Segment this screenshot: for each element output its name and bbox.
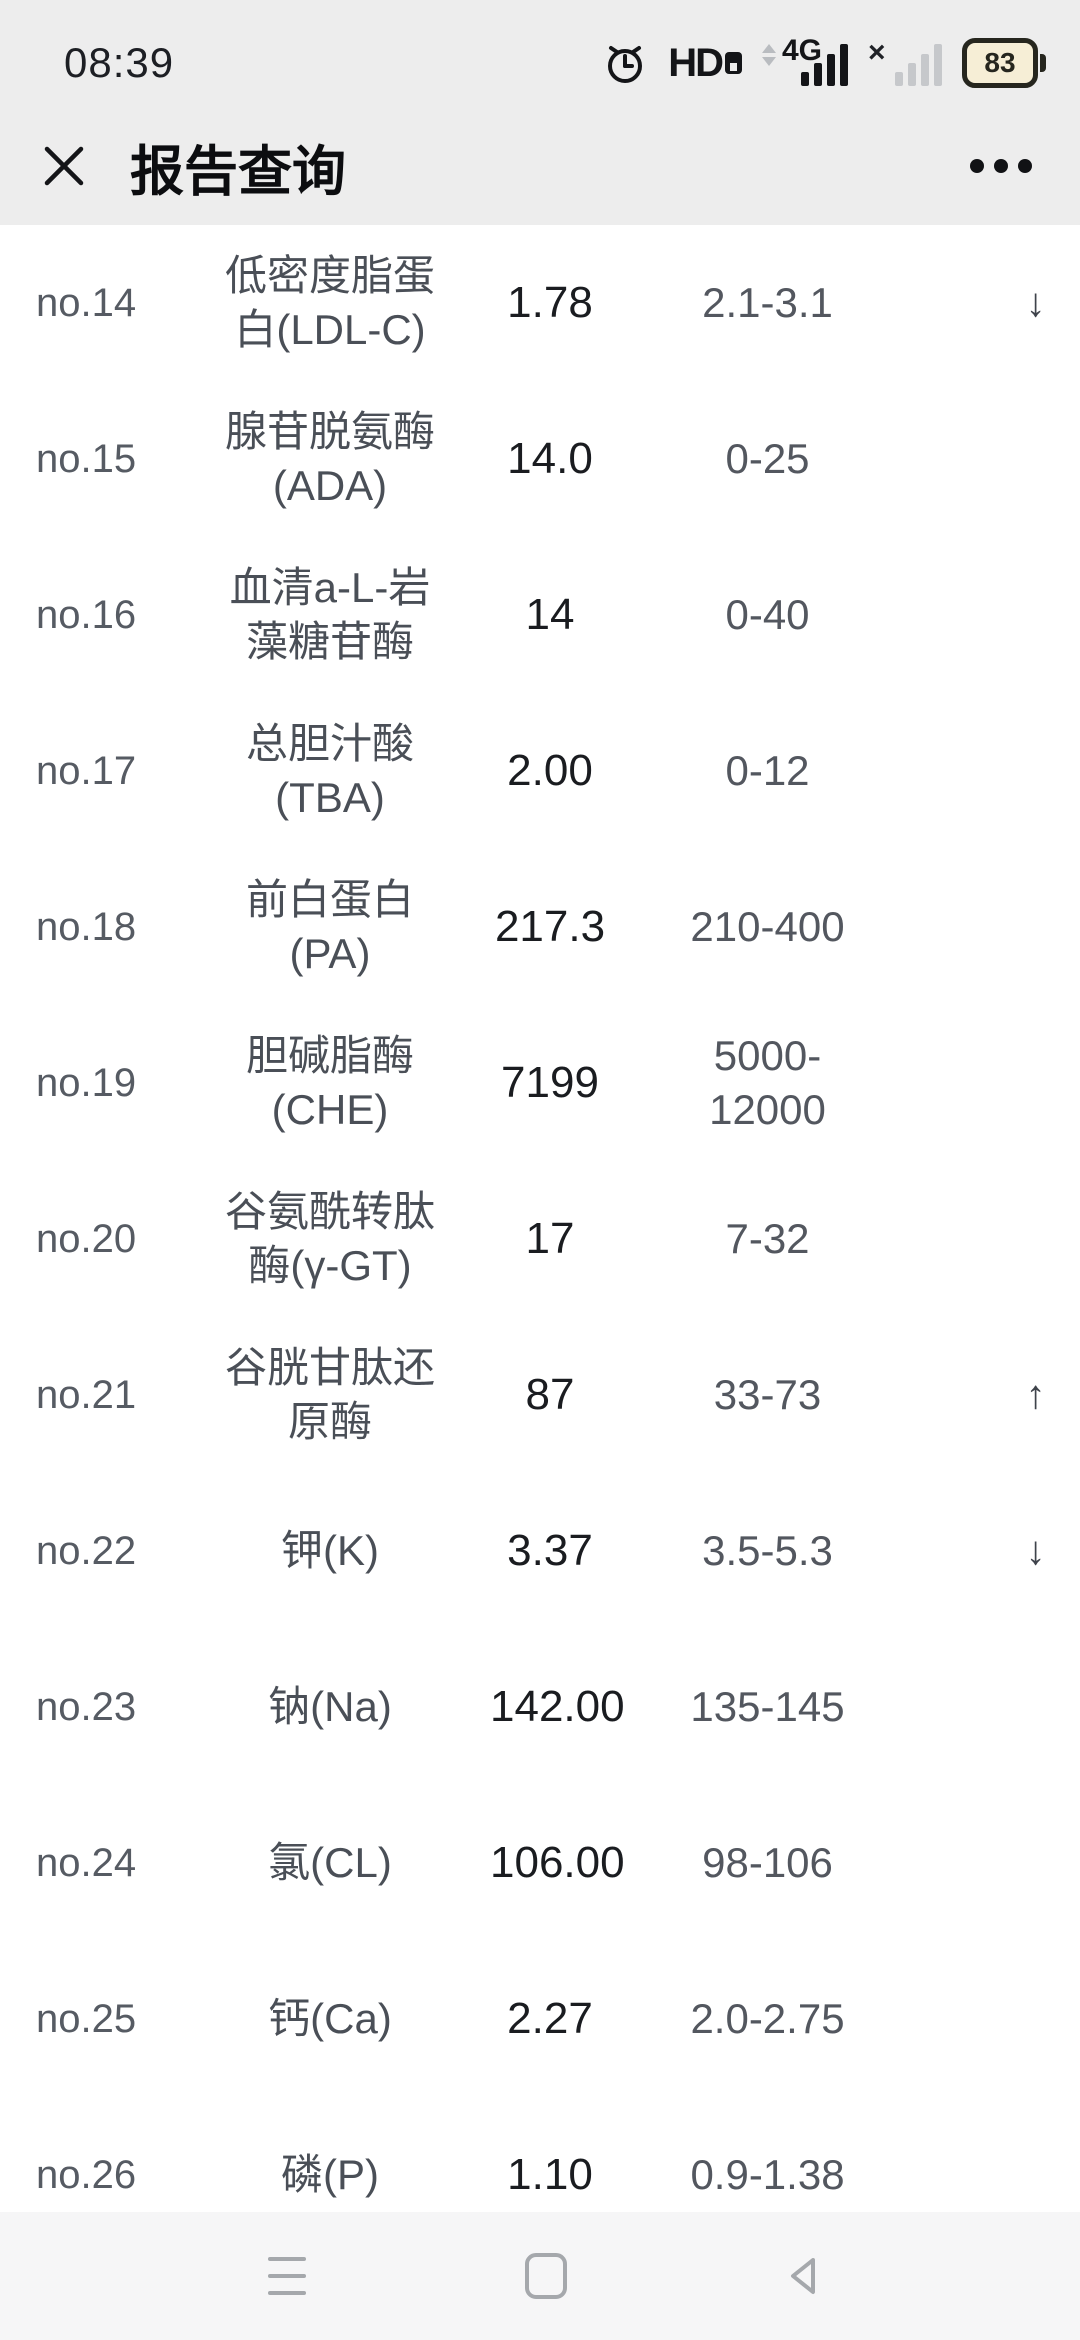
table-row: no.17 总胆汁酸(TBA) 2.00 0-12 (0, 693, 1080, 849)
test-value: 217.3 (494, 902, 606, 951)
table-row: no.22 钾(K) 3.37 3.5-5.3 ↓ (0, 1473, 1080, 1629)
page-title: 报告查询 (130, 141, 346, 202)
test-value: 3.37 (507, 1526, 593, 1575)
table-row: no.21 谷胱甘肽还原酶 87 33-73 ↑ (0, 1317, 1080, 1473)
reference-range: 0-40 (725, 591, 810, 638)
back-icon (791, 2258, 815, 2294)
test-value: 87 (525, 1370, 575, 1419)
test-value: 14 (525, 590, 575, 639)
test-value: 17 (525, 1214, 575, 1263)
test-name: 总胆汁酸(TBA) (245, 720, 414, 821)
nav-back-button[interactable] (762, 2212, 848, 2340)
test-value: 1.10 (507, 2150, 593, 2199)
row-number: no.18 (36, 904, 137, 949)
battery-icon: 83 (962, 38, 1046, 88)
signal-no-sim-icon: × (868, 38, 942, 88)
reference-range: 33-73 (713, 1371, 822, 1418)
table-row: no.18 前白蛋白(PA) 217.3 210-400 (0, 849, 1080, 1005)
table-row: no.23 钠(Na) 142.00 135-145 (0, 1629, 1080, 1785)
test-name: 前白蛋白(PA) (245, 876, 414, 977)
abnormal-flag: ↓ (1025, 280, 1046, 325)
test-name: 钠(Na) (268, 1683, 392, 1730)
header: 报告查询 (0, 112, 1080, 220)
reference-range: 3.5-5.3 (702, 1527, 833, 1574)
test-name: 腺苷脱氨酶(ADA) (224, 408, 435, 509)
reference-range: 135-145 (690, 1683, 845, 1730)
reference-range: 0.9-1.38 (690, 2151, 845, 2198)
test-name: 钾(K) (281, 1527, 379, 1574)
row-number: no.14 (36, 280, 137, 325)
signal-bars-disabled (895, 44, 942, 86)
test-value: 142.00 (490, 1682, 625, 1731)
abnormal-flag: ↑ (1025, 1372, 1046, 1417)
test-name: 血清a-L-岩藻糖苷酶 (229, 564, 431, 665)
reference-range: 2.1-3.1 (702, 279, 833, 326)
more-menu-button[interactable] (966, 149, 1036, 183)
test-value: 2.00 (507, 746, 593, 795)
row-number: no.24 (36, 1840, 137, 1885)
reference-range: 210-400 (690, 903, 845, 950)
table-row: no.14 低密度脂蛋白(LDL-C) 1.78 2.1-3.1 ↓ (0, 225, 1080, 381)
network-type-label: 4G (782, 34, 823, 67)
reference-range: 0-25 (725, 435, 810, 482)
data-activity-arrows (762, 44, 776, 66)
signal-bars (801, 44, 848, 86)
table-row: no.20 谷氨酰转肽酶(γ-GT) 17 7-32 (0, 1161, 1080, 1317)
test-name: 胆碱脂酶(CHE) (245, 1032, 414, 1133)
test-value: 1.78 (507, 278, 593, 327)
table-row: no.25 钙(Ca) 2.27 2.0-2.75 (0, 1941, 1080, 2097)
row-number: no.16 (36, 592, 137, 637)
reference-range: 0-12 (725, 747, 810, 794)
row-number: no.17 (36, 748, 137, 793)
table-row: no.26 磷(P) 1.10 0.9-1.38 (0, 2097, 1080, 2253)
row-number: no.15 (36, 436, 137, 481)
test-value: 2.27 (507, 1994, 593, 2043)
alarm-clock-icon (608, 46, 643, 83)
report-table[interactable]: no.14 低密度脂蛋白(LDL-C) 1.78 2.1-3.1 ↓ no.15… (0, 225, 1080, 2340)
battery-percent: 83 (984, 47, 1016, 78)
test-name: 氯(CL) (268, 1839, 392, 1886)
no-signal-x: × (868, 36, 886, 69)
test-name: 谷氨酰转肽酶(γ-GT) (224, 1188, 435, 1289)
test-value: 106.00 (490, 1838, 625, 1887)
row-number: no.20 (36, 1216, 137, 1261)
reference-range: 5000-12000 (709, 1032, 826, 1133)
hd-voice-icon: HD (668, 41, 742, 86)
status-bar: 08:39 HD 4G (0, 0, 1080, 112)
row-number: no.21 (36, 1372, 137, 1417)
close-button[interactable] (38, 140, 90, 192)
reference-range: 2.0-2.75 (690, 1995, 845, 2042)
status-icons: HD 4G × 83 (602, 34, 1046, 88)
navigation-bar (0, 2212, 1080, 2340)
reference-range: 98-106 (702, 1839, 833, 1886)
top-chrome: 08:39 HD 4G (0, 0, 1080, 225)
abnormal-flag: ↓ (1025, 1528, 1046, 1573)
menu-icon (268, 2257, 306, 2295)
test-value: 14.0 (507, 434, 593, 483)
test-value: 7199 (501, 1058, 599, 1107)
table-row: no.19 胆碱脂酶(CHE) 7199 5000-12000 (0, 1005, 1080, 1161)
more-dots-icon (970, 159, 984, 173)
test-name: 钙(Ca) (268, 1995, 392, 2042)
reference-range: 7-32 (725, 1215, 810, 1262)
row-number: no.26 (36, 2152, 137, 2197)
row-number: no.23 (36, 1684, 137, 1729)
row-number: no.25 (36, 1996, 137, 2041)
nav-menu-button[interactable] (244, 2212, 330, 2340)
row-number: no.19 (36, 1060, 137, 1105)
clock-time: 08:39 (64, 39, 175, 86)
table-row: no.16 血清a-L-岩藻糖苷酶 14 0-40 (0, 537, 1080, 693)
home-icon (525, 2253, 567, 2299)
nav-home-button[interactable] (503, 2212, 589, 2340)
close-icon (44, 146, 84, 186)
test-name: 谷胱甘肽还原酶 (224, 1344, 435, 1445)
test-name: 磷(P) (281, 2151, 379, 2198)
table-row: no.24 氯(CL) 106.00 98-106 (0, 1785, 1080, 1941)
row-number: no.22 (36, 1528, 137, 1573)
signal-4g-icon: 4G (762, 34, 848, 88)
table-row: no.15 腺苷脱氨酶(ADA) 14.0 0-25 (0, 381, 1080, 537)
test-name: 低密度脂蛋白(LDL-C) (224, 252, 435, 353)
